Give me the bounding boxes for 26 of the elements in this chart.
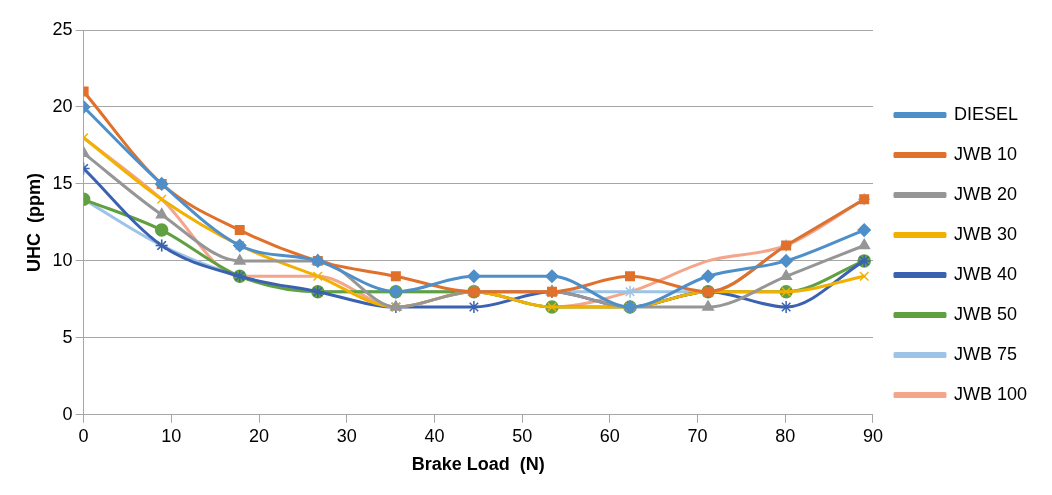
y-tick-label: 0	[62, 403, 73, 424]
x-tick-label: 20	[249, 425, 270, 446]
legend-label: JWB 100	[953, 383, 1027, 404]
x-tick-label: 50	[512, 425, 533, 446]
y-axis-title: UHC (ppm)	[23, 172, 44, 272]
legend-label: DIESEL	[953, 103, 1018, 124]
x-tick-label: 30	[336, 425, 357, 446]
x-tick-label: 90	[862, 425, 883, 446]
legend-label: JWB 75	[953, 343, 1017, 364]
legend-label: JWB 20	[953, 183, 1017, 204]
y-tick-label: 10	[52, 249, 73, 270]
y-tick-label: 25	[52, 18, 73, 39]
x-tick-label: 80	[775, 425, 796, 446]
x-tick-label: 0	[78, 425, 89, 446]
y-tick-label: 15	[52, 172, 73, 193]
legend-label: JWB 10	[953, 143, 1017, 164]
x-tick-label: 60	[599, 425, 620, 446]
x-tick-label: 70	[687, 425, 708, 446]
x-axis-title: Brake Load (N)	[411, 454, 545, 475]
x-tick-label: 40	[424, 425, 445, 446]
y-tick-label: 5	[62, 326, 73, 347]
legend-label: JWB 40	[953, 263, 1017, 284]
y-tick-label: 20	[52, 95, 73, 116]
x-tick-label: 10	[161, 425, 182, 446]
legend-label: JWB 50	[953, 303, 1017, 324]
legend-label: JWB 30	[953, 223, 1017, 244]
